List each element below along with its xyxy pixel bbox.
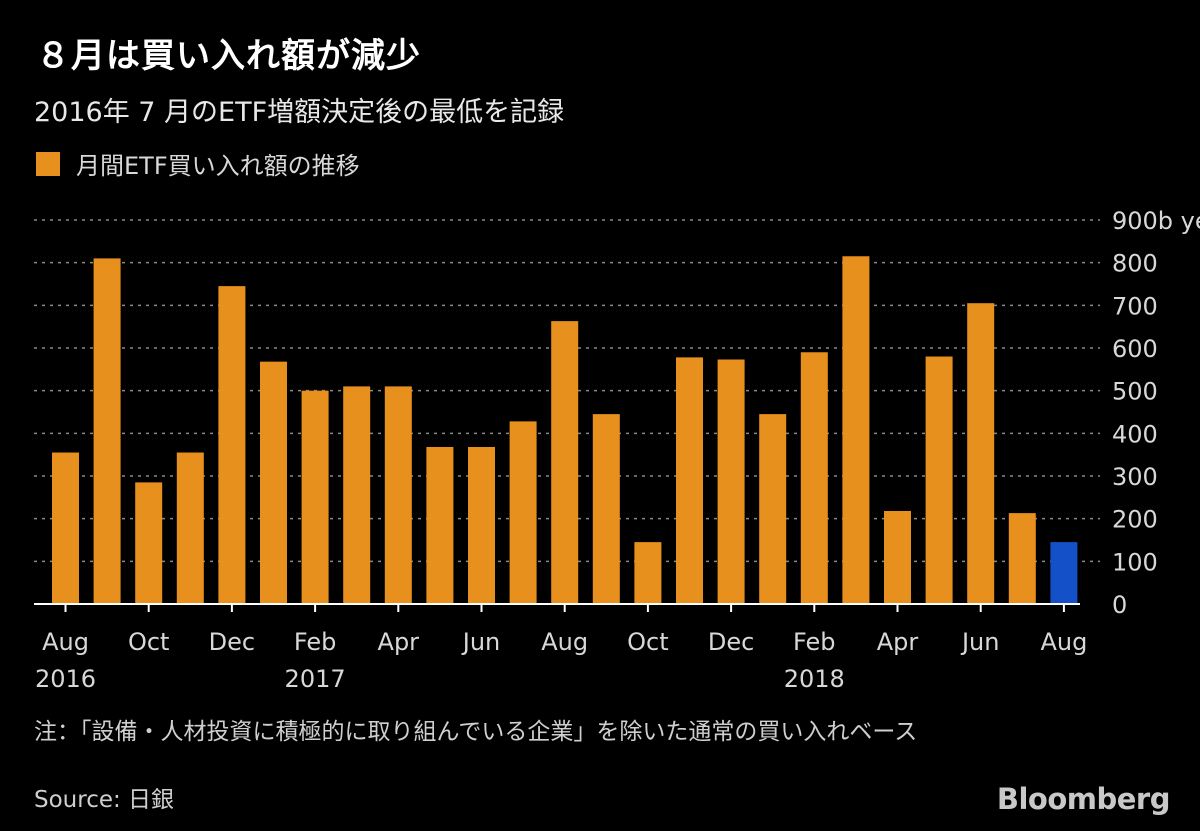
bar xyxy=(52,452,79,604)
y-tick-label: 100 xyxy=(1112,548,1158,576)
x-tick-year-label: 2017 xyxy=(285,665,346,693)
bar xyxy=(634,542,662,604)
bar xyxy=(135,482,163,604)
x-tick-label: Jun xyxy=(960,628,1000,656)
y-tick-label: 300 xyxy=(1112,463,1158,491)
bar xyxy=(218,286,246,604)
bar xyxy=(592,414,620,604)
bar xyxy=(676,357,703,604)
bar xyxy=(800,352,828,604)
legend-swatch xyxy=(36,151,60,176)
bar xyxy=(509,421,537,604)
x-tick-year-label: 2016 xyxy=(35,665,96,693)
bar xyxy=(426,446,454,604)
y-tick-label: 500 xyxy=(1112,378,1158,406)
y-tick-label: 800 xyxy=(1112,250,1158,278)
bar xyxy=(260,361,287,604)
bloomberg-logo: Bloomberg xyxy=(996,782,1171,816)
x-tick-label: Oct xyxy=(128,628,170,656)
bar xyxy=(384,386,412,604)
bar xyxy=(343,386,371,604)
bar xyxy=(93,258,121,604)
bar xyxy=(759,414,787,604)
x-tick-label: Oct xyxy=(627,628,669,656)
x-tick-label: Dec xyxy=(708,628,754,656)
x-tick-label: Aug xyxy=(42,628,89,656)
y-tick-label: 900b yen xyxy=(1112,207,1200,235)
x-tick-label: Jun xyxy=(461,628,501,656)
bar xyxy=(551,321,579,604)
x-tick-label: Feb xyxy=(793,628,836,656)
footnote: 注：「設備・人材投資に積極的に取り組んでいる企業」を除いた通常の買い入れベース xyxy=(34,719,918,745)
bar xyxy=(967,303,995,604)
bar xyxy=(717,359,745,604)
y-tick-label: 600 xyxy=(1112,335,1158,363)
x-tick-label: Aug xyxy=(541,628,588,656)
bar xyxy=(1008,513,1036,604)
bar xyxy=(842,256,870,604)
source-text: Source: 日銀 xyxy=(34,787,175,813)
bar xyxy=(176,452,204,604)
y-tick-label: 0 xyxy=(1112,591,1127,619)
bar xyxy=(884,510,911,604)
chart-subtitle: 2016年 7 月のETF増額決定後の最低を記録 xyxy=(34,97,565,128)
x-tick-label: Apr xyxy=(877,628,919,656)
legend: 月間ETF買い入れ額の推移 xyxy=(36,146,360,181)
x-tick-label: Aug xyxy=(1040,628,1087,656)
chart-title: ８月は買い入れ額が減少 xyxy=(36,36,421,76)
x-tick-label: Apr xyxy=(378,628,420,656)
y-tick-label: 700 xyxy=(1112,292,1158,320)
x-tick-year-label: 2018 xyxy=(784,665,845,693)
y-tick-label: 200 xyxy=(1112,506,1158,534)
bar xyxy=(1050,542,1078,604)
bar xyxy=(301,390,329,604)
legend-label: 月間ETF買い入れ額の推移 xyxy=(76,152,360,180)
bar xyxy=(925,356,953,604)
x-tick-label: Feb xyxy=(294,628,337,656)
x-tick-label: Dec xyxy=(209,628,255,656)
bar xyxy=(468,446,495,604)
y-tick-label: 400 xyxy=(1112,420,1158,448)
